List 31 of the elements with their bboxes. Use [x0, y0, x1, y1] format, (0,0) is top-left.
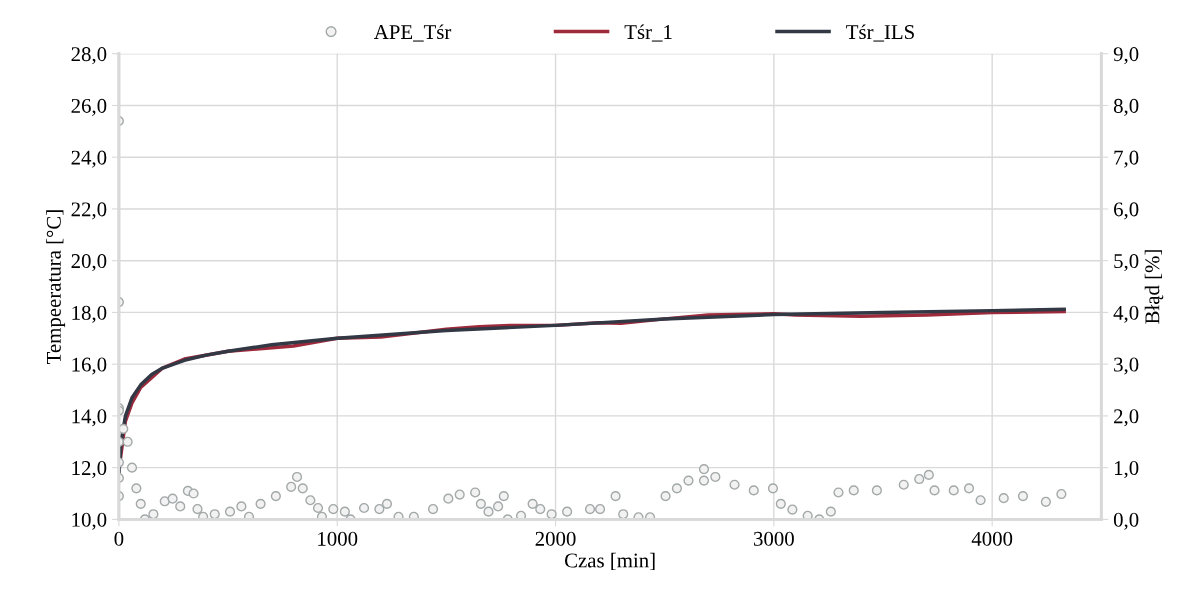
legend-label: Tśr_1	[624, 24, 672, 42]
x-tick-label: 3000	[754, 531, 794, 546]
y-tick-label: 14,0	[72, 409, 107, 427]
y-axis-title: Tempeeratura [°C]	[46, 210, 66, 364]
y-tick-label: 12,0	[72, 461, 107, 479]
y2-tick-label: 2,0	[1114, 409, 1139, 427]
y2-tick-label: 5,0	[1114, 254, 1139, 272]
y-tick-label: 10,0	[72, 512, 107, 530]
x-tick-label: 2000	[535, 531, 576, 546]
legend-label: Tśr_ILS	[846, 24, 914, 42]
y-tick-label: 18,0	[72, 305, 107, 323]
y2-tick-label: 4,0	[1113, 305, 1139, 323]
y2-tick-label: 1,0	[1114, 461, 1139, 479]
y2-tick-label: 3,0	[1114, 357, 1139, 375]
x-axis-title: Czas [min]	[564, 552, 655, 571]
y2-axis-title: Błąd [%]	[1144, 250, 1164, 324]
y-tick-label: 26,0	[71, 98, 107, 116]
y-tick-label: 22,0	[71, 202, 107, 220]
y-tick-label: 16,0	[72, 357, 107, 375]
y2-tick-label: 7,0	[1114, 150, 1139, 168]
y2-tick-label: 9,0	[1113, 47, 1139, 65]
y-tick-label: 28,0	[71, 47, 107, 65]
y2-tick-label: 0,0	[1113, 512, 1139, 530]
x-tick-label: 1000	[318, 531, 358, 546]
y2-tick-label: 6,0	[1114, 202, 1139, 220]
legend-label: APE_Tśr	[373, 24, 452, 42]
y2-tick-label: 8,0	[1113, 98, 1139, 116]
x-tick-label: 0	[114, 531, 124, 546]
x-tick-label: 4000	[971, 531, 1013, 546]
y-tick-label: 24,0	[71, 150, 107, 168]
y-tick-label: 20,0	[71, 254, 107, 272]
